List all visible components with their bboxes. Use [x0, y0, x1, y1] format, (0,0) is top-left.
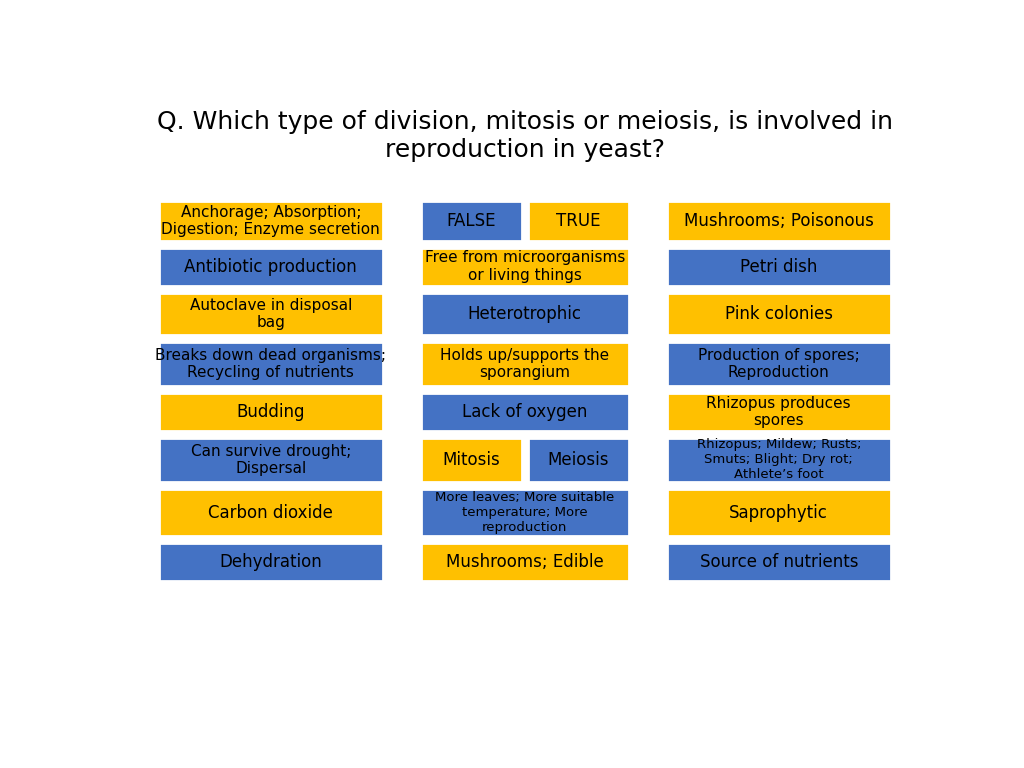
- Text: More leaves; More suitable
temperature; More
reproduction: More leaves; More suitable temperature; …: [435, 491, 614, 534]
- FancyBboxPatch shape: [667, 438, 891, 482]
- FancyBboxPatch shape: [159, 393, 383, 431]
- FancyBboxPatch shape: [159, 343, 383, 386]
- Text: Production of spores;
Reproduction: Production of spores; Reproduction: [698, 348, 859, 380]
- FancyBboxPatch shape: [667, 201, 891, 240]
- FancyBboxPatch shape: [421, 438, 521, 482]
- FancyBboxPatch shape: [421, 489, 629, 536]
- FancyBboxPatch shape: [159, 248, 383, 286]
- Text: Breaks down dead organisms;
Recycling of nutrients: Breaks down dead organisms; Recycling of…: [156, 348, 386, 380]
- FancyBboxPatch shape: [667, 544, 891, 581]
- Text: Dehydration: Dehydration: [219, 553, 323, 571]
- Text: Autoclave in disposal
bag: Autoclave in disposal bag: [189, 298, 352, 330]
- Text: Saprophytic: Saprophytic: [729, 504, 828, 521]
- Text: Meiosis: Meiosis: [548, 451, 609, 469]
- FancyBboxPatch shape: [421, 544, 629, 581]
- Text: Carbon dioxide: Carbon dioxide: [209, 504, 333, 521]
- Text: Mitosis: Mitosis: [442, 451, 500, 469]
- Text: Mushrooms; Poisonous: Mushrooms; Poisonous: [684, 212, 873, 230]
- Text: TRUE: TRUE: [556, 212, 601, 230]
- Text: Mushrooms; Edible: Mushrooms; Edible: [445, 553, 604, 571]
- Text: Petri dish: Petri dish: [740, 257, 817, 276]
- Text: Lack of oxygen: Lack of oxygen: [462, 403, 588, 421]
- FancyBboxPatch shape: [421, 248, 629, 286]
- FancyBboxPatch shape: [528, 438, 629, 482]
- Text: Rhizopus produces
spores: Rhizopus produces spores: [707, 396, 851, 429]
- FancyBboxPatch shape: [667, 393, 891, 431]
- FancyBboxPatch shape: [159, 489, 383, 536]
- FancyBboxPatch shape: [421, 201, 521, 240]
- Text: Free from microorganisms
or living things: Free from microorganisms or living thing…: [425, 250, 625, 283]
- FancyBboxPatch shape: [159, 438, 383, 482]
- FancyBboxPatch shape: [159, 544, 383, 581]
- Text: Q. Which type of division, mitosis or meiosis, is involved in
reproduction in ye: Q. Which type of division, mitosis or me…: [157, 110, 893, 162]
- FancyBboxPatch shape: [667, 293, 891, 335]
- FancyBboxPatch shape: [528, 201, 629, 240]
- FancyBboxPatch shape: [421, 343, 629, 386]
- FancyBboxPatch shape: [421, 293, 629, 335]
- FancyBboxPatch shape: [667, 343, 891, 386]
- Text: Anchorage; Absorption;
Digestion; Enzyme secretion: Anchorage; Absorption; Digestion; Enzyme…: [162, 204, 380, 237]
- FancyBboxPatch shape: [667, 489, 891, 536]
- Text: Antibiotic production: Antibiotic production: [184, 257, 357, 276]
- Text: Rhizopus; Mildew; Rusts;
Smuts; Blight; Dry rot;
Athlete’s foot: Rhizopus; Mildew; Rusts; Smuts; Blight; …: [696, 439, 861, 482]
- FancyBboxPatch shape: [159, 201, 383, 240]
- Text: Pink colonies: Pink colonies: [725, 305, 833, 323]
- Text: Heterotrophic: Heterotrophic: [468, 305, 582, 323]
- FancyBboxPatch shape: [421, 393, 629, 431]
- Text: Budding: Budding: [237, 403, 305, 421]
- Text: Can survive drought;
Dispersal: Can survive drought; Dispersal: [190, 444, 351, 476]
- Text: Source of nutrients: Source of nutrients: [699, 553, 858, 571]
- FancyBboxPatch shape: [667, 248, 891, 286]
- Text: Holds up/supports the
sporangium: Holds up/supports the sporangium: [440, 348, 609, 380]
- Text: FALSE: FALSE: [446, 212, 496, 230]
- FancyBboxPatch shape: [159, 293, 383, 335]
